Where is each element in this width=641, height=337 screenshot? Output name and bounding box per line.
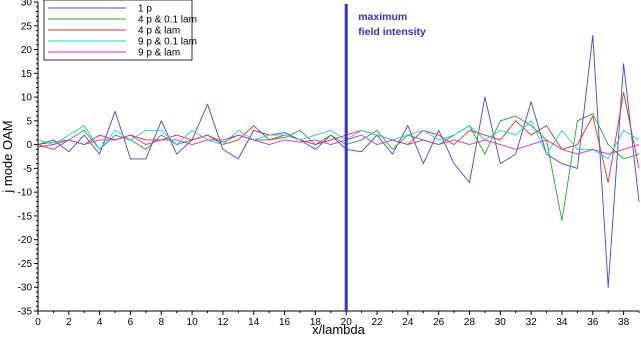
legend-label: 9 p & 0.1 lam [138,37,197,48]
x-tick-label: 36 [587,317,599,328]
x-tick-label: 18 [310,317,322,328]
y-tick-label: 5 [26,116,32,127]
series-line-3 [37,91,640,184]
x-tick-label: 6 [128,317,134,328]
x-tick-label: 12 [217,317,229,328]
legend-label: 4 p & 0.1 lam [138,15,197,26]
x-tick-label: 8 [159,317,165,328]
max-field-intensity-marker: maximum field intensity [344,4,426,311]
x-tick-label: 4 [97,317,103,328]
x-tick-label: 30 [495,317,507,328]
x-tick-label: 16 [279,317,291,328]
legend-label: 1 p [138,4,152,15]
legend-label: 9 p & lam [138,48,180,59]
y-tick-label: 30 [21,0,33,9]
x-tick-label: 32 [526,317,538,328]
series-line-5 [37,134,640,155]
x-tick-label: 20 [341,317,353,328]
x-axis-ticks: 0 2 4 6 8 10 12 14 16 18 20 22 24 26 28 30 32 34 36 38 [35,311,640,328]
y-tick-label: -30 [18,283,33,294]
y-axis-ticks: -35 -30 -25 -20 -15 -10 -5 0 5 10 15 20 25 30 [18,0,38,318]
x-tick-label: 10 [187,317,199,328]
y-tick-label: 25 [21,21,33,32]
annotation-line-2: field intensity [358,26,426,38]
y-tick-label: -25 [18,259,33,270]
y-tick-label: -10 [18,188,33,199]
y-tick-label: -15 [18,211,33,222]
y-axis-title: j mode OAM [0,120,15,193]
y-tick-label: -20 [18,235,33,246]
series-line-1 [37,34,640,288]
series-line-4 [37,120,640,160]
x-tick-label: 24 [402,317,414,328]
y-tick-label: -5 [23,164,32,175]
y-tick-label: 20 [21,45,33,56]
y-tick-label: 10 [21,93,33,104]
x-tick-label: 0 [35,317,41,328]
x-tick-label: 22 [371,317,383,328]
x-tick-label: 26 [433,317,445,328]
y-tick-label: 0 [26,140,32,151]
axes [37,2,639,312]
series-lines [37,34,640,288]
series-line-2 [37,113,640,222]
x-axis-title: x/lambda [312,322,366,337]
y-tick-label: -35 [18,307,33,318]
x-tick-label: 14 [248,317,260,328]
x-tick-label: 2 [66,317,72,328]
x-tick-label: 38 [618,317,630,328]
annotation-line-1: maximum [358,11,407,23]
x-tick-label: 28 [464,317,476,328]
y-tick-label: 15 [21,69,33,80]
x-tick-label: 34 [556,317,568,328]
legend-label: 4 p & lam [138,26,180,37]
